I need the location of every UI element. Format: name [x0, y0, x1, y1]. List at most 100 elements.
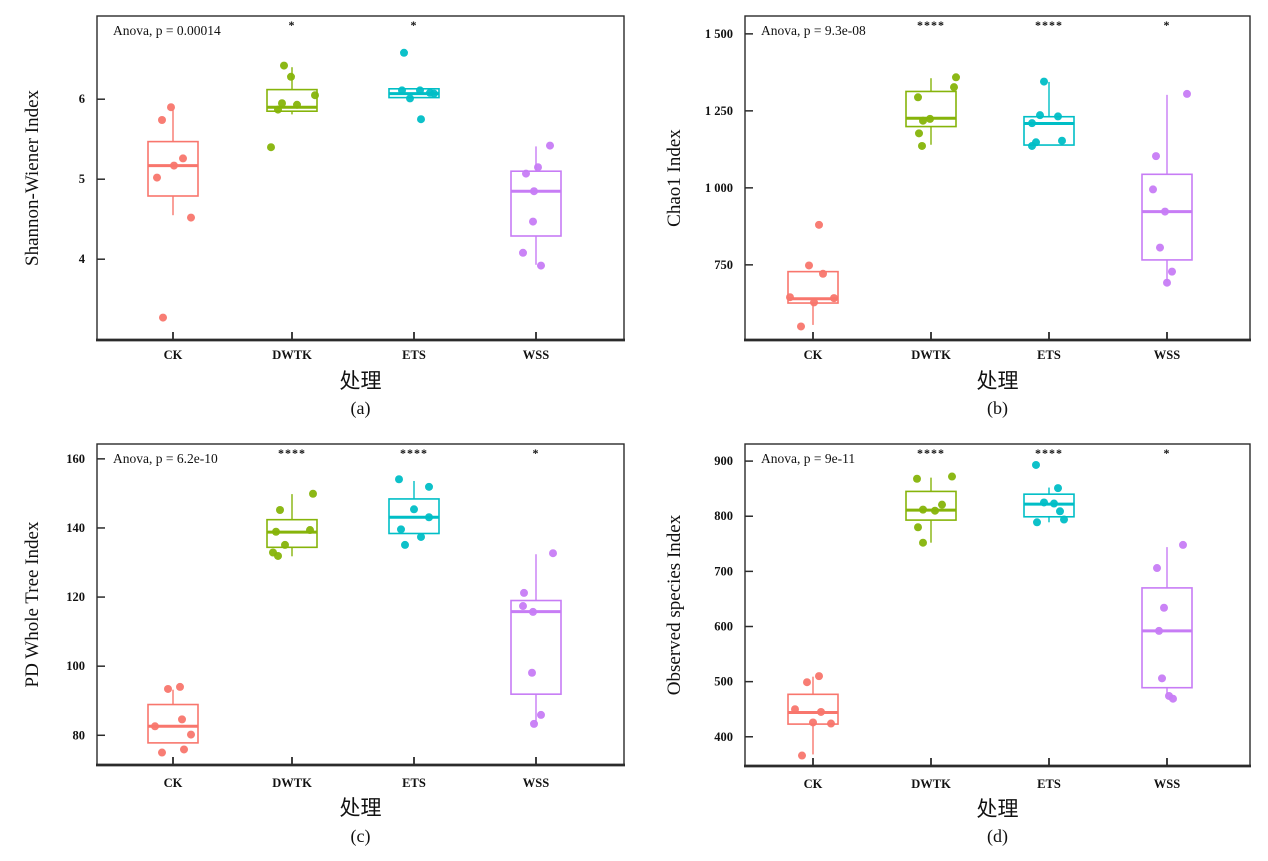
data-point — [167, 103, 175, 112]
y-tick-label: 4 — [79, 252, 86, 266]
data-point — [1169, 694, 1177, 703]
panel-letter: (c) — [351, 826, 371, 847]
data-point — [815, 672, 823, 681]
data-point — [1183, 89, 1191, 98]
significance-stars: * — [533, 446, 540, 460]
data-point — [1155, 626, 1163, 635]
box-group-DWTK — [266, 61, 319, 152]
data-point — [274, 105, 282, 114]
x-axis-title: 处理 — [977, 369, 1019, 393]
data-point — [179, 154, 187, 163]
data-point — [153, 173, 161, 182]
data-point — [948, 472, 956, 481]
data-point — [151, 722, 159, 731]
box-group-DWTK — [266, 489, 318, 560]
panel-letter: (b) — [987, 398, 1008, 419]
data-point — [272, 527, 280, 536]
box — [147, 703, 199, 744]
box — [147, 140, 199, 197]
y-tick-label: 160 — [66, 452, 85, 466]
box-group-ETS — [388, 475, 440, 549]
box-group-ETS — [388, 48, 440, 124]
data-point — [919, 538, 927, 547]
data-point — [430, 89, 438, 98]
x-category-label: CK — [164, 776, 183, 790]
data-point — [522, 169, 530, 178]
data-point — [1149, 185, 1157, 194]
data-point — [919, 505, 927, 514]
y-tick-label: 140 — [66, 521, 85, 535]
data-point — [311, 91, 319, 100]
y-tick-label: 750 — [714, 258, 733, 272]
data-point — [537, 261, 545, 270]
data-point — [395, 475, 403, 484]
data-point — [417, 532, 425, 541]
significance-stars: * — [1164, 18, 1171, 32]
x-category-label: CK — [164, 348, 183, 362]
data-point — [170, 161, 178, 170]
x-category-label: WSS — [1154, 348, 1180, 362]
significance-stars: **** — [400, 446, 428, 460]
data-point — [537, 710, 545, 719]
data-point — [952, 73, 960, 82]
data-point — [1036, 111, 1044, 120]
data-point — [416, 86, 424, 95]
x-category-label: DWTK — [911, 777, 951, 791]
data-point — [1179, 540, 1187, 549]
panel-svg-(b): 750 1 000 1 250 1 500 CK DWTK **** ETS **** WSS * A… — [664, 15, 1251, 419]
box-group-ETS — [1023, 77, 1075, 150]
box-group-DWTK — [905, 472, 957, 547]
data-point — [530, 187, 538, 196]
data-point — [803, 678, 811, 687]
data-point — [549, 549, 557, 558]
box-group-CK — [787, 672, 839, 760]
panel-c: 80 100 120 140 160 CK DWTK **** ETS **** WSS * Anova… — [0, 430, 634, 861]
box — [1023, 115, 1075, 146]
data-point — [1040, 498, 1048, 507]
box — [266, 88, 318, 112]
data-point — [1161, 207, 1169, 216]
anova-annotation: Anova, p = 6.2e-10 — [113, 451, 218, 466]
y-tick-label: 80 — [73, 728, 86, 742]
box-group-DWTK — [905, 73, 960, 150]
data-point — [926, 114, 934, 123]
data-point — [1032, 460, 1040, 469]
panel-svg-(c): 80 100 120 140 160 CK DWTK **** ETS **** WSS * Anova… — [22, 443, 625, 847]
box — [510, 599, 562, 695]
x-category-label: WSS — [1154, 777, 1180, 791]
data-point — [519, 602, 527, 611]
significance-stars: **** — [1035, 18, 1063, 32]
data-point — [401, 540, 409, 549]
y-tick-label: 1 500 — [705, 27, 733, 41]
box — [905, 90, 957, 128]
data-point — [187, 213, 195, 222]
box-group-CK — [786, 220, 839, 331]
y-axis-title: Observed species Index — [664, 514, 685, 695]
x-category-label: ETS — [1037, 348, 1061, 362]
x-category-label: CK — [804, 348, 823, 362]
data-point — [178, 715, 186, 724]
data-point — [529, 217, 537, 226]
data-point — [400, 48, 408, 57]
data-point — [274, 551, 282, 560]
panel-d: 400 500 600 700 800 900 CK DWTK **** ETS **** WSS * A… — [634, 430, 1268, 861]
significance-stars: * — [289, 18, 296, 32]
data-point — [293, 100, 301, 109]
data-point — [187, 730, 195, 739]
data-point — [810, 298, 818, 307]
panel-a: 4 5 6 CK DWTK * ETS * WSS Anova, p = 0.00014 Shann… — [0, 0, 634, 431]
panel-letter: (a) — [351, 398, 371, 419]
data-point — [950, 83, 958, 92]
anova-annotation: Anova, p = 0.00014 — [113, 23, 221, 38]
panel-letter: (d) — [987, 826, 1008, 847]
data-point — [1163, 278, 1171, 287]
data-point — [276, 505, 284, 514]
data-point — [287, 72, 295, 81]
data-point — [281, 540, 289, 549]
data-point — [267, 143, 275, 152]
box-group-CK — [147, 682, 199, 757]
data-point — [798, 751, 806, 760]
data-point — [425, 513, 433, 522]
x-axis-title: 处理 — [340, 369, 382, 393]
